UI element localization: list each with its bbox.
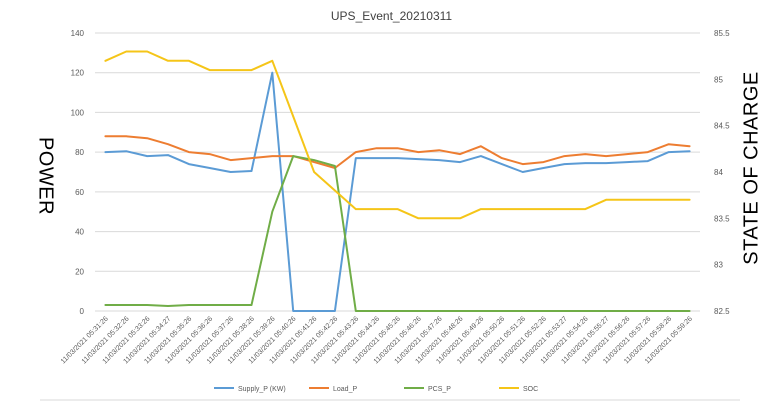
y-tick-label: 40 [75,228,84,237]
y2-tick-label: 83.5 [714,214,730,223]
legend-label: SOC [523,386,538,393]
y-tick-label: 20 [75,267,84,276]
y2-tick-label: 82.5 [714,307,730,316]
y2-tick-label: 85 [714,75,723,84]
y-tick-label: 80 [75,148,84,157]
y2-tick-label: 83 [714,261,723,270]
series-line-load-p [104,135,691,169]
y-tick-label: 100 [71,108,85,117]
y-tick-label: 0 [80,307,85,316]
y-tick-label: 120 [71,69,85,78]
y-tick-label: 140 [71,29,85,38]
series-line-supply-p-kw [104,71,691,312]
legend-label: Supply_P (KW) [238,386,286,393]
y2-tick-label: 84.5 [714,122,730,131]
y-tick-label: 60 [75,188,84,197]
y2-tick-label: 85.5 [714,29,730,38]
series-line-pcs-p [104,155,691,312]
y2-tick-label: 84 [714,168,723,177]
series-line-soc [104,50,691,220]
legend-label: Load_P [333,386,357,393]
chart-title: UPS_Event_20210311 [330,9,453,23]
legend-label: PCS_P [428,386,451,393]
